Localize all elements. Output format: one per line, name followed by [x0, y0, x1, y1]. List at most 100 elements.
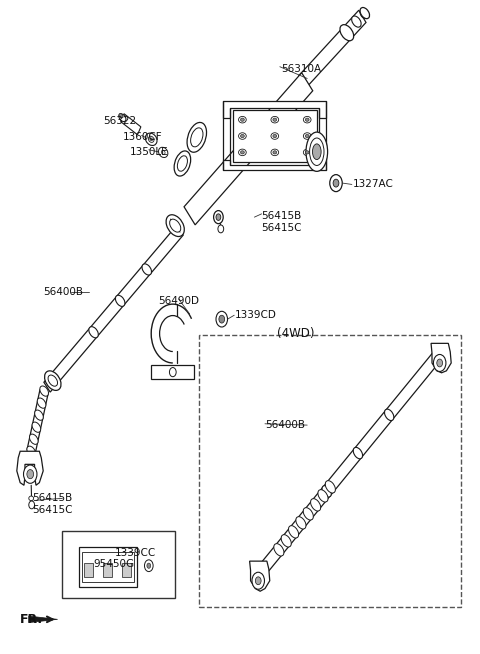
Circle shape [169, 368, 176, 377]
Polygon shape [250, 561, 270, 591]
Circle shape [216, 214, 221, 220]
Circle shape [147, 563, 151, 568]
Ellipse shape [142, 264, 152, 275]
Polygon shape [299, 10, 366, 88]
Polygon shape [223, 101, 326, 118]
Circle shape [27, 470, 34, 479]
Text: (4WD): (4WD) [277, 327, 315, 340]
Ellipse shape [148, 136, 154, 143]
Ellipse shape [271, 133, 278, 139]
Bar [122, 563, 131, 577]
Text: 95450G: 95450G [94, 559, 135, 570]
Ellipse shape [191, 128, 203, 147]
Text: 1360CF: 1360CF [122, 132, 162, 143]
Ellipse shape [353, 447, 362, 459]
Ellipse shape [239, 116, 246, 123]
Circle shape [252, 572, 264, 589]
Ellipse shape [29, 434, 38, 444]
Circle shape [433, 354, 446, 371]
Circle shape [144, 560, 153, 572]
Ellipse shape [273, 151, 276, 154]
Ellipse shape [318, 490, 328, 502]
Text: 56415B: 56415B [262, 211, 302, 221]
Circle shape [333, 179, 339, 187]
Polygon shape [29, 616, 58, 623]
Ellipse shape [239, 133, 246, 139]
Ellipse shape [161, 150, 165, 154]
Text: 1350LE: 1350LE [130, 146, 168, 157]
Ellipse shape [281, 534, 291, 547]
Circle shape [330, 175, 342, 192]
Circle shape [216, 311, 228, 327]
Circle shape [29, 501, 35, 509]
Ellipse shape [239, 149, 246, 156]
Ellipse shape [360, 10, 367, 18]
Ellipse shape [360, 7, 370, 19]
Circle shape [218, 225, 224, 233]
Text: 1339CC: 1339CC [115, 547, 156, 558]
Ellipse shape [29, 496, 34, 501]
Text: 56415C: 56415C [33, 505, 73, 515]
Ellipse shape [119, 114, 126, 122]
Ellipse shape [89, 326, 98, 338]
Circle shape [24, 465, 37, 483]
Ellipse shape [119, 114, 123, 118]
Circle shape [437, 359, 443, 367]
Ellipse shape [48, 375, 58, 387]
Polygon shape [223, 160, 326, 170]
Ellipse shape [273, 134, 276, 137]
Ellipse shape [178, 156, 187, 171]
Ellipse shape [174, 151, 191, 176]
Text: 56400B: 56400B [43, 287, 83, 298]
Ellipse shape [352, 16, 361, 27]
Bar [82, 552, 134, 582]
Ellipse shape [303, 116, 311, 123]
Polygon shape [184, 73, 313, 225]
Text: 56415B: 56415B [33, 493, 73, 504]
Polygon shape [121, 114, 141, 135]
Polygon shape [17, 451, 43, 485]
Ellipse shape [240, 118, 244, 122]
Bar [62, 531, 175, 598]
Text: 56400B: 56400B [265, 420, 305, 430]
Ellipse shape [288, 526, 299, 538]
Text: FR.: FR. [20, 613, 43, 626]
Ellipse shape [37, 398, 46, 408]
Circle shape [255, 577, 261, 585]
Ellipse shape [296, 517, 306, 529]
Ellipse shape [340, 25, 354, 41]
Text: 56415C: 56415C [262, 222, 302, 233]
Ellipse shape [306, 132, 327, 171]
Ellipse shape [271, 116, 278, 123]
Ellipse shape [145, 133, 157, 145]
Ellipse shape [115, 295, 125, 307]
Ellipse shape [169, 219, 181, 232]
Bar [199, 335, 461, 607]
Text: 56310A: 56310A [281, 63, 321, 74]
Ellipse shape [240, 134, 244, 137]
Polygon shape [431, 343, 451, 373]
Circle shape [214, 211, 223, 224]
Ellipse shape [303, 508, 313, 520]
Polygon shape [253, 347, 444, 581]
Bar [84, 563, 93, 577]
Ellipse shape [45, 371, 61, 390]
Ellipse shape [35, 410, 43, 421]
Text: 56322: 56322 [103, 116, 136, 126]
Ellipse shape [150, 138, 153, 141]
Polygon shape [44, 225, 183, 392]
Ellipse shape [273, 118, 276, 122]
Ellipse shape [40, 386, 48, 396]
Ellipse shape [27, 446, 36, 456]
Polygon shape [27, 389, 48, 453]
Ellipse shape [187, 122, 206, 152]
Ellipse shape [32, 422, 41, 432]
Ellipse shape [312, 144, 321, 160]
Ellipse shape [158, 147, 168, 158]
Bar [79, 547, 137, 587]
Ellipse shape [305, 118, 309, 122]
Ellipse shape [240, 151, 244, 154]
Bar [151, 365, 194, 379]
Ellipse shape [384, 409, 394, 421]
Circle shape [219, 315, 225, 323]
